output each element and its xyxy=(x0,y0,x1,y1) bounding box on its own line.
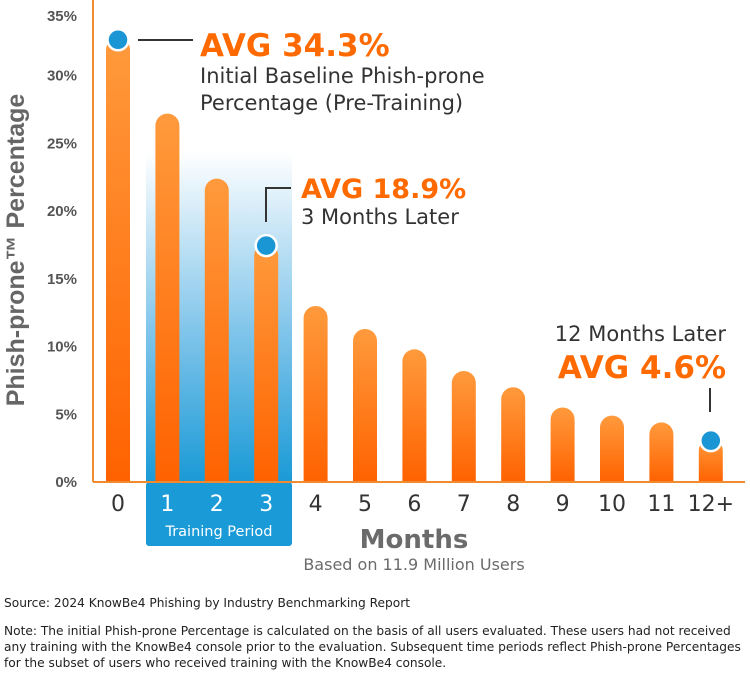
x-tick-label: 8 xyxy=(506,492,520,517)
bar xyxy=(204,178,229,482)
annotation-desc2-0: Percentage (Pre-Training) xyxy=(200,91,463,115)
annotation-desc-1: 3 Months Later xyxy=(301,205,459,229)
x-axis-title: Months xyxy=(360,525,469,555)
training-period-box xyxy=(146,482,292,546)
bar xyxy=(550,407,575,482)
footnote: Note: The initial Phish-prone Percentage… xyxy=(4,624,741,670)
annotation-desc-0: Initial Baseline Phish-prone xyxy=(200,64,485,88)
y-axis-ticks: 0% 5% 10% 15% 20% 25% 30% 35% xyxy=(47,8,77,491)
y-tick-label: 15% xyxy=(47,271,77,288)
annotation-value-1: AVG 18.9% xyxy=(301,174,466,205)
x-tick-label: 3 xyxy=(259,492,273,517)
y-tick-label: 5% xyxy=(55,406,77,423)
bar xyxy=(501,387,526,482)
y-tick-label: 10% xyxy=(47,339,77,356)
bar xyxy=(303,305,328,482)
bar xyxy=(155,113,180,483)
bar xyxy=(254,243,279,482)
bar xyxy=(353,328,377,482)
x-axis-subtitle: Based on 11.9 Million Users xyxy=(303,555,524,574)
x-tick-label: 2 xyxy=(210,492,224,517)
annotation-value-0: AVG 34.3% xyxy=(200,28,390,64)
bar xyxy=(106,37,130,483)
annotation-value-2: AVG 4.6% xyxy=(558,350,726,386)
x-tick-label: 6 xyxy=(407,492,421,517)
x-tick-label: 7 xyxy=(457,492,471,517)
annotation-leader-1 xyxy=(265,187,291,222)
y-tick-label: 30% xyxy=(47,68,77,85)
x-tick-label: 9 xyxy=(556,492,570,517)
x-tick-label: 4 xyxy=(309,492,323,517)
x-tick-label: 5 xyxy=(358,492,372,517)
x-tick-label: 12+ xyxy=(688,492,734,517)
x-axis-ticks: 0 1 2 3 4 5 6 7 8 9 10 11 12+ xyxy=(111,492,734,517)
bar xyxy=(402,349,427,482)
x-tick-label: 10 xyxy=(598,492,626,517)
chart: Training Period 0% 5% 10% 15% 20% 25% 30% 35% 0… xyxy=(2,0,745,574)
x-tick-label: 0 xyxy=(111,492,125,517)
markers xyxy=(106,28,723,453)
data-marker xyxy=(699,428,723,453)
y-axis-title: Phish-prone™ Percentage xyxy=(2,94,30,407)
x-tick-label: 1 xyxy=(160,492,174,517)
x-tick-label: 11 xyxy=(647,492,675,517)
training-period-label: Training Period xyxy=(164,524,272,540)
bar xyxy=(649,422,674,482)
y-tick-label: 20% xyxy=(47,203,77,220)
bar xyxy=(451,370,476,482)
annotation-desc-2: 12 Months Later xyxy=(555,322,727,346)
data-marker xyxy=(254,233,278,258)
y-tick-label: 25% xyxy=(47,135,77,152)
data-marker xyxy=(106,28,130,52)
bar xyxy=(600,415,624,482)
bars xyxy=(106,37,723,483)
source-note: Source: 2024 KnowBe4 Phishing by Industr… xyxy=(4,596,410,610)
y-tick-label: 0% xyxy=(55,474,77,491)
y-tick-label: 35% xyxy=(47,8,77,25)
